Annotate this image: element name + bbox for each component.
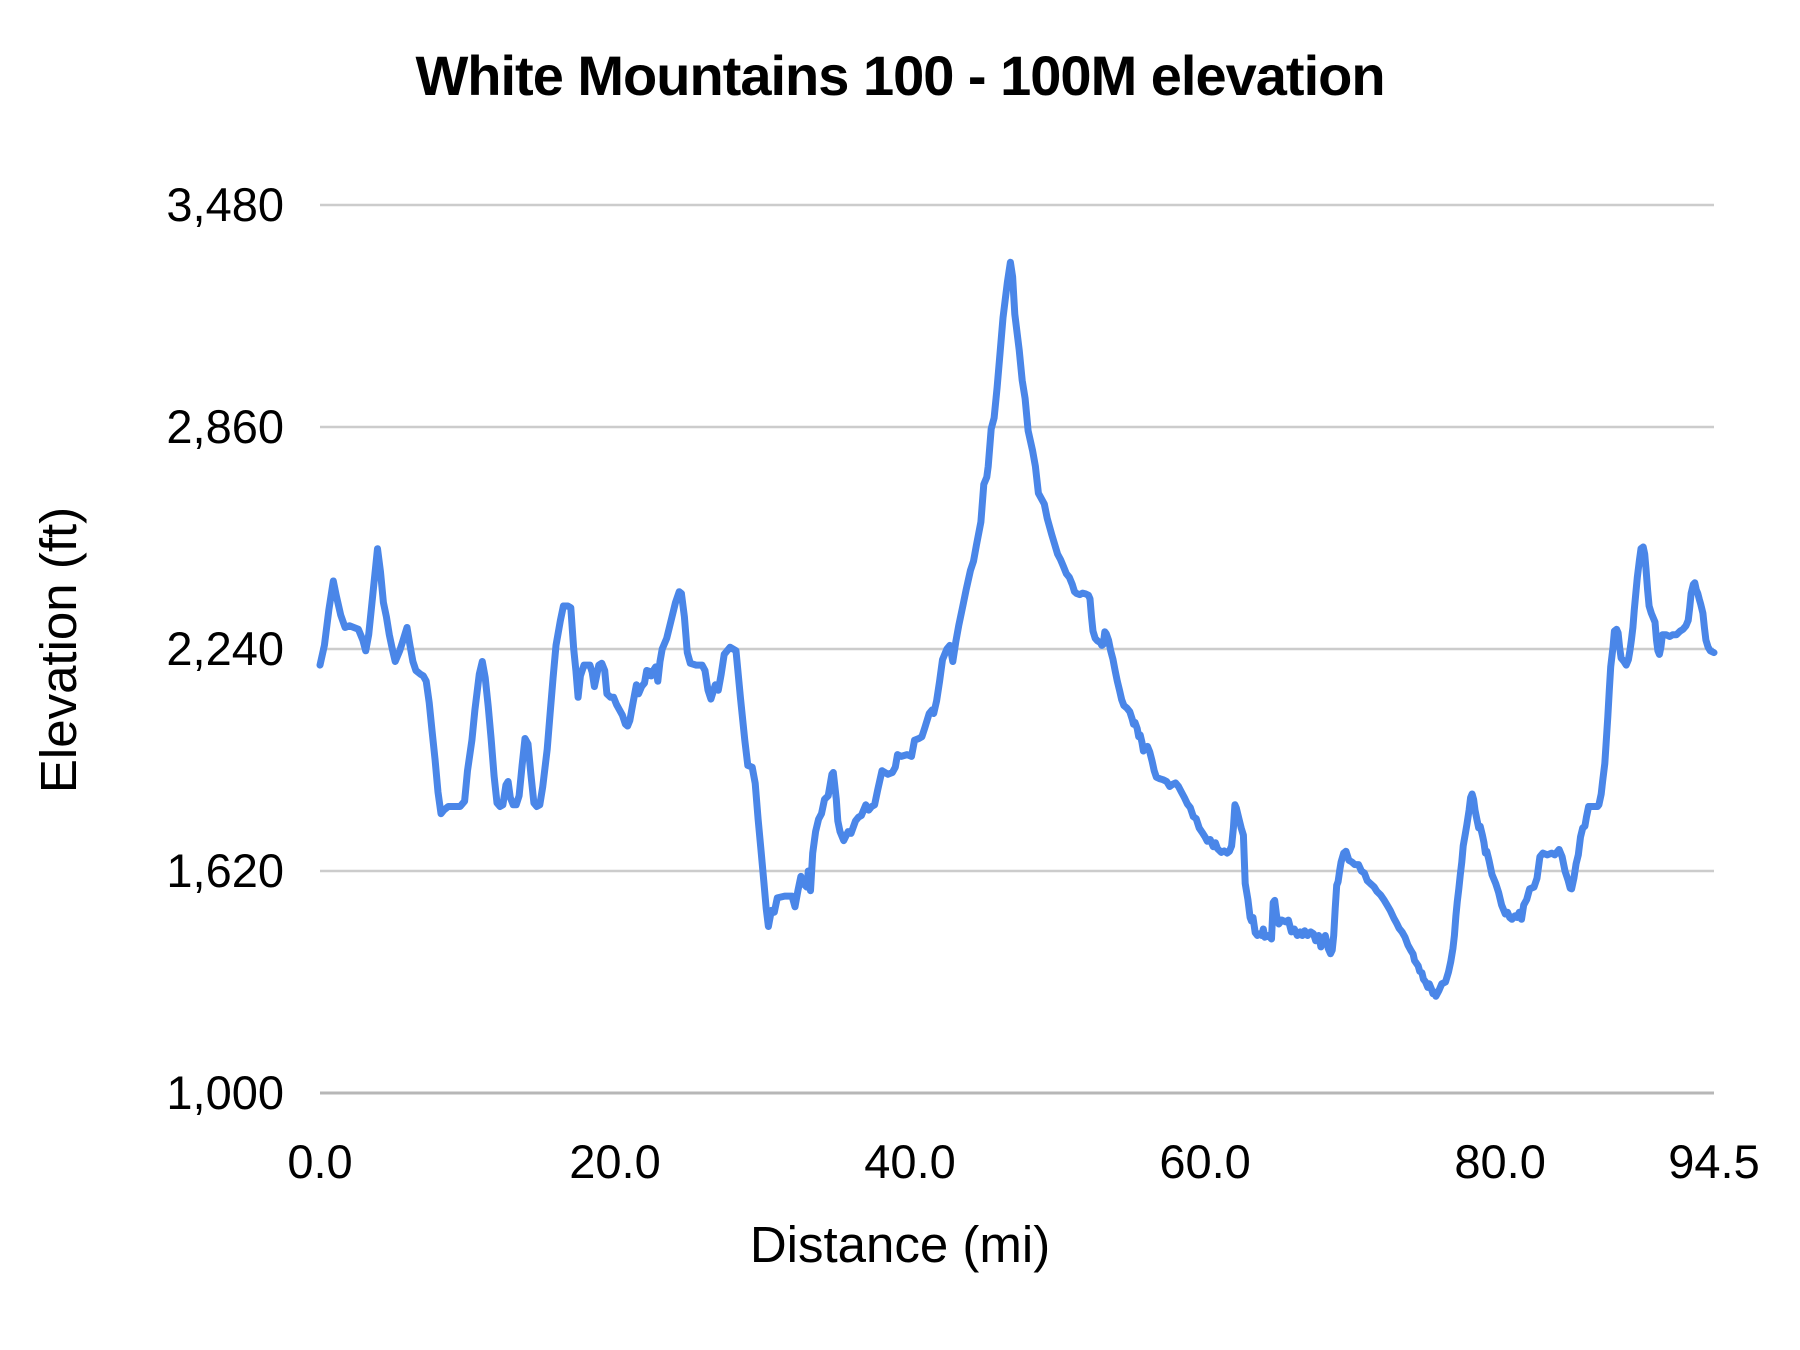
y-tick-label: 2,240 bbox=[166, 622, 284, 675]
y-tick-label: 2,860 bbox=[166, 400, 284, 453]
y-tick-label: 1,000 bbox=[166, 1066, 284, 1119]
x-tick-label: 40.0 bbox=[864, 1135, 955, 1188]
y-axis-title: Elevation (ft) bbox=[30, 507, 87, 793]
y-tick-label: 1,620 bbox=[166, 844, 284, 897]
x-tick-label: 94.5 bbox=[1668, 1135, 1759, 1188]
x-tick-label: 60.0 bbox=[1159, 1135, 1250, 1188]
chart-title: White Mountains 100 - 100M elevation bbox=[415, 44, 1384, 107]
elevation-line-series bbox=[316, 258, 1718, 1000]
y-tick-label: 3,480 bbox=[166, 178, 284, 231]
x-tick-label: 0.0 bbox=[287, 1135, 352, 1188]
x-axis-tick-labels: 0.0 20.0 40.0 60.0 80.0 94.5 bbox=[287, 1135, 1759, 1188]
x-axis-title: Distance (mi) bbox=[750, 1216, 1050, 1273]
x-tick-label: 20.0 bbox=[569, 1135, 660, 1188]
x-tick-label: 80.0 bbox=[1454, 1135, 1545, 1188]
y-axis-tick-labels: 1,000 1,620 2,240 2,860 3,480 bbox=[166, 178, 284, 1119]
